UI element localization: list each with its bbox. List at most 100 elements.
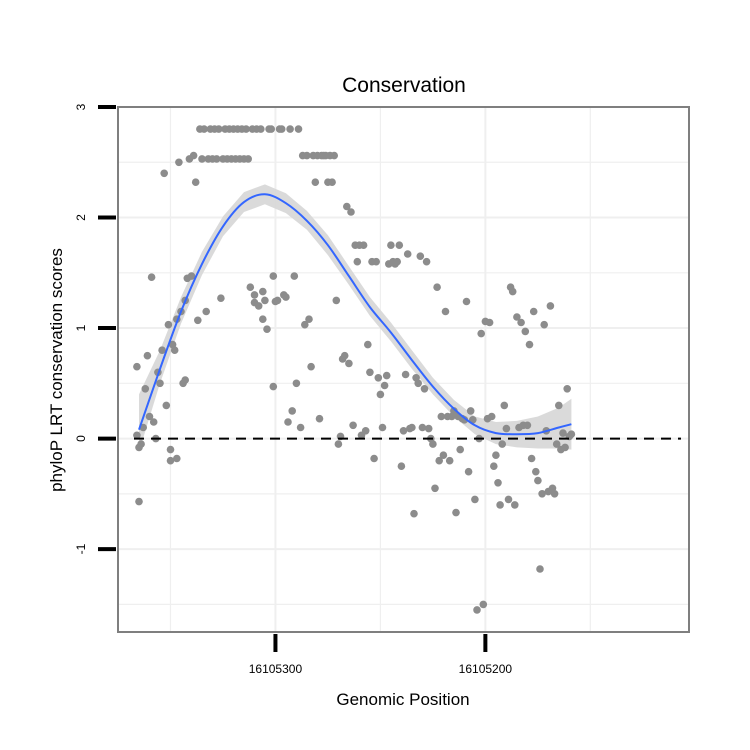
data-point xyxy=(395,241,404,249)
data-point xyxy=(456,445,465,454)
data-point xyxy=(378,423,387,432)
data-point xyxy=(194,316,202,325)
data-point xyxy=(397,462,406,471)
data-point xyxy=(166,456,175,465)
y-tick-label: 2 xyxy=(74,214,88,221)
data-point xyxy=(500,401,509,410)
data-point xyxy=(529,307,538,316)
data-point xyxy=(540,320,548,329)
data-point xyxy=(370,454,378,463)
data-point xyxy=(374,374,383,382)
points-layer xyxy=(133,125,576,614)
data-point xyxy=(200,125,208,133)
data-point xyxy=(284,418,292,426)
data-point xyxy=(502,424,511,433)
data-point xyxy=(450,407,458,415)
data-point xyxy=(567,430,576,439)
data-point xyxy=(212,155,221,163)
data-point xyxy=(137,440,145,448)
data-point xyxy=(164,320,173,329)
data-point xyxy=(498,440,507,448)
data-point xyxy=(473,606,481,614)
y-axis-label: phyloP LRT conservation scores xyxy=(47,248,66,492)
data-point xyxy=(156,379,164,388)
data-point xyxy=(508,287,517,296)
data-point xyxy=(181,376,189,384)
data-point xyxy=(282,293,290,301)
data-point xyxy=(555,401,563,410)
data-point xyxy=(532,467,540,476)
data-point xyxy=(173,454,181,463)
data-point xyxy=(372,257,381,266)
data-point xyxy=(307,362,315,371)
data-point xyxy=(408,423,416,432)
data-point xyxy=(259,287,267,296)
data-point xyxy=(382,371,391,380)
data-point xyxy=(349,421,357,430)
data-point xyxy=(294,125,303,133)
data-point xyxy=(301,320,309,329)
data-point xyxy=(527,454,536,463)
data-point xyxy=(269,272,278,280)
data-point xyxy=(441,307,450,316)
data-point xyxy=(466,407,475,415)
data-point xyxy=(471,495,479,504)
data-point xyxy=(215,125,223,133)
data-point xyxy=(160,169,168,178)
data-point xyxy=(202,307,210,316)
data-point xyxy=(561,443,569,452)
data-point xyxy=(435,456,444,465)
data-point xyxy=(267,125,276,133)
data-point xyxy=(511,501,519,509)
data-point xyxy=(261,296,269,305)
data-point xyxy=(380,381,389,390)
data-point xyxy=(147,273,156,282)
data-point xyxy=(359,241,368,249)
data-point xyxy=(250,291,259,299)
data-point xyxy=(487,412,496,421)
data-point xyxy=(330,151,339,160)
data-point xyxy=(376,390,385,399)
data-point xyxy=(429,440,437,448)
data-point xyxy=(464,467,473,476)
data-point xyxy=(345,359,353,368)
data-point xyxy=(422,257,431,266)
data-point xyxy=(424,424,433,433)
data-point xyxy=(366,368,374,377)
data-point xyxy=(552,440,561,448)
data-point xyxy=(504,495,513,504)
data-point xyxy=(277,125,286,133)
data-point xyxy=(416,252,425,260)
data-point xyxy=(361,427,370,435)
data-point xyxy=(305,315,313,324)
data-point xyxy=(273,296,282,305)
data-point xyxy=(353,257,362,266)
data-point xyxy=(431,484,439,493)
data-point xyxy=(334,440,343,448)
data-point xyxy=(332,296,341,305)
data-point xyxy=(546,302,555,310)
data-point xyxy=(536,565,544,573)
data-point xyxy=(399,427,408,435)
data-point xyxy=(158,346,166,355)
data-point xyxy=(452,508,460,517)
data-point xyxy=(550,490,559,498)
data-point xyxy=(133,431,141,440)
data-point xyxy=(364,340,372,349)
data-point xyxy=(133,362,141,371)
smooth-line-layer xyxy=(138,193,572,436)
data-point xyxy=(410,509,418,518)
x-axis-label: Genomic Position xyxy=(336,690,469,709)
data-point xyxy=(563,385,571,393)
y-tick-label: 0 xyxy=(74,435,88,442)
chart-title: Conservation xyxy=(342,74,466,97)
data-point xyxy=(477,329,486,338)
data-point xyxy=(263,325,271,334)
smooth-line xyxy=(138,193,572,436)
y-tick-label: 3 xyxy=(74,103,88,110)
x-tick-label: 16105300 xyxy=(249,662,303,676)
data-point xyxy=(393,257,402,266)
data-point xyxy=(162,401,171,410)
data-point xyxy=(347,208,355,216)
data-point xyxy=(217,294,225,303)
